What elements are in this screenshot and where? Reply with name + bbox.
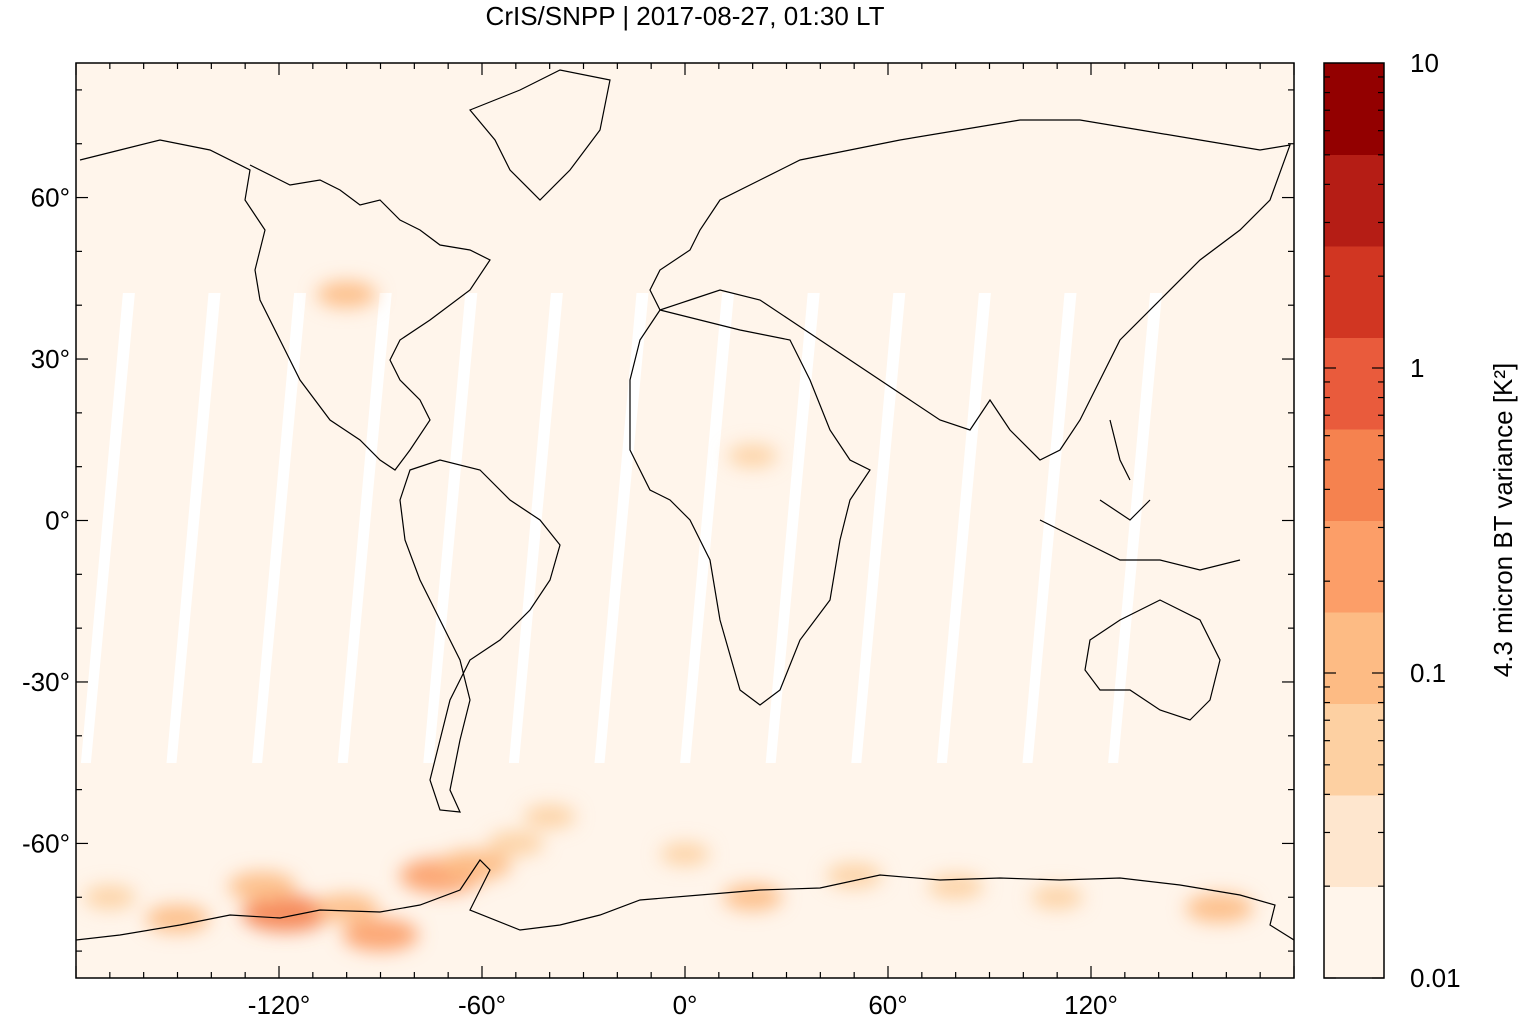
swath-gap bbox=[680, 293, 735, 763]
colorbar-tick-label: 0.1 bbox=[1410, 658, 1446, 688]
y-tick-label: 30° bbox=[31, 344, 70, 374]
swath-gaps bbox=[80, 293, 1163, 763]
variance-patch bbox=[660, 842, 710, 866]
colorbar-segment bbox=[1324, 246, 1384, 338]
x-tick-label: 0° bbox=[673, 990, 698, 1020]
coastline-north-america bbox=[79, 139, 491, 471]
swath-gap bbox=[80, 293, 135, 763]
variance-patch bbox=[1031, 885, 1084, 910]
variance-patch bbox=[727, 444, 778, 468]
colorbar-tick-label: 0.01 bbox=[1410, 963, 1461, 993]
colorbar-segment bbox=[1324, 337, 1384, 430]
plot-background bbox=[76, 63, 1294, 978]
swath-gap bbox=[1022, 293, 1077, 763]
colorbar-segment bbox=[1324, 886, 1384, 979]
x-tick-label: -60° bbox=[458, 990, 506, 1020]
y-axis: 60° 30° 0° -30° -60° bbox=[22, 89, 1294, 952]
variance-patch bbox=[316, 280, 377, 308]
colorbar-tick-label: 10 bbox=[1410, 48, 1439, 78]
swath-gap bbox=[936, 293, 991, 763]
coastline-greenland bbox=[469, 69, 611, 201]
variance-patch bbox=[826, 862, 883, 889]
x-tick-label: 120° bbox=[1064, 990, 1118, 1020]
x-tick-label: -120° bbox=[248, 990, 310, 1020]
coastline-south-america bbox=[399, 459, 561, 813]
y-tick-label: 60° bbox=[31, 183, 70, 213]
colorbar-label: 4.3 micron BT variance [K²] bbox=[1488, 363, 1518, 678]
y-tick-label: -60° bbox=[22, 828, 70, 858]
y-tick-label: -30° bbox=[22, 667, 70, 697]
colorbar-frame bbox=[1323, 62, 1385, 979]
variance-patch bbox=[439, 849, 512, 881]
swath-gap bbox=[423, 293, 478, 763]
variance-patch bbox=[314, 893, 379, 923]
variance-patch bbox=[927, 873, 984, 900]
swath-gap bbox=[508, 293, 563, 763]
coastline-australia bbox=[1084, 599, 1221, 721]
colorbar-segment bbox=[1324, 520, 1384, 613]
coastline-southeast-asia bbox=[1039, 419, 1241, 571]
variance-patch bbox=[487, 830, 544, 857]
colorbar-segment bbox=[1324, 703, 1384, 796]
swath-gap bbox=[594, 293, 649, 763]
coastline-africa bbox=[629, 309, 871, 706]
coastline-europe-asia bbox=[649, 119, 1291, 461]
variance-patch bbox=[241, 895, 330, 932]
colorbar-segment bbox=[1324, 612, 1384, 704]
coastlines bbox=[76, 69, 1294, 941]
variance-patch bbox=[83, 885, 136, 910]
y-tick-label: 0° bbox=[45, 506, 70, 536]
colorbar: 10 1 0.1 0.01 bbox=[1323, 48, 1461, 993]
variance-field bbox=[83, 280, 1254, 952]
variance-patch bbox=[228, 871, 297, 902]
x-axis: -120° -60° 0° 60° 120° bbox=[75, 63, 1295, 1020]
variance-patch bbox=[523, 804, 576, 829]
swath-gap bbox=[851, 293, 906, 763]
swath-gap bbox=[765, 293, 820, 763]
swath-gap bbox=[166, 293, 221, 763]
colorbar-segment bbox=[1324, 795, 1384, 887]
coastline-antarctica bbox=[76, 859, 1294, 941]
colorbar-segment bbox=[1324, 63, 1384, 155]
variance-patch bbox=[722, 883, 783, 911]
variance-patch bbox=[145, 904, 210, 933]
swath-gap bbox=[1108, 293, 1163, 763]
swath-gap bbox=[337, 293, 392, 763]
colorbar-tick-label: 1 bbox=[1410, 353, 1424, 383]
colorbar-segment bbox=[1324, 154, 1384, 247]
page-title: CrIS/SNPP | 2017-08-27, 01:30 LT bbox=[485, 1, 885, 31]
swath-gap bbox=[252, 293, 307, 763]
x-tick-label: 60° bbox=[868, 990, 907, 1020]
colorbar-segment bbox=[1324, 429, 1384, 521]
variance-patch bbox=[1185, 893, 1254, 923]
variance-patch bbox=[342, 918, 419, 952]
